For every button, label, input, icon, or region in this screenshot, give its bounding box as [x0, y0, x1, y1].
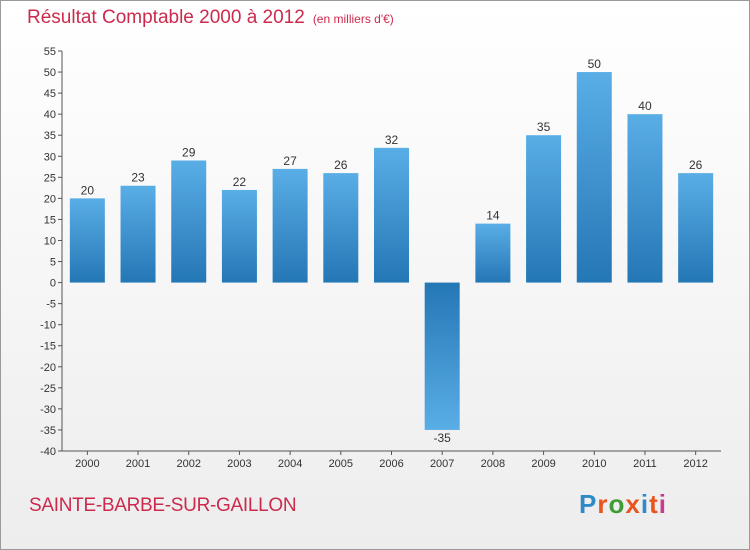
- x-tick-label-2012: 2012: [683, 458, 707, 470]
- bar-2005: [323, 173, 359, 283]
- data-label-2003: 22: [233, 175, 247, 189]
- data-label-2006: 32: [385, 133, 399, 147]
- bar-2011: [627, 114, 663, 283]
- y-tick-label: 45: [44, 88, 56, 100]
- data-label-2007: -35: [434, 431, 452, 445]
- y-tick-label: -5: [46, 299, 56, 311]
- x-tick-label-2005: 2005: [329, 458, 353, 470]
- x-tick-label-2008: 2008: [481, 458, 505, 470]
- data-label-2004: 27: [283, 154, 297, 168]
- bar-2008: [475, 223, 511, 283]
- y-tick-label: 15: [44, 214, 56, 226]
- y-tick-label: 40: [44, 109, 56, 121]
- logo-letter: i: [658, 489, 667, 519]
- bar-2002: [171, 160, 207, 283]
- logo-letter: t: [649, 489, 659, 519]
- x-tick-label-2000: 2000: [75, 458, 99, 470]
- proxiti-logo: Proxiti: [579, 489, 667, 520]
- y-tick-label: 20: [44, 193, 56, 205]
- y-tick-label: -35: [40, 425, 56, 437]
- logo-letter: i: [640, 489, 650, 519]
- x-tick-label-2007: 2007: [430, 458, 454, 470]
- y-tick-label: 10: [44, 235, 56, 247]
- y-tick-label: -40: [40, 446, 56, 458]
- data-label-2012: 26: [689, 158, 703, 172]
- commune-name: SAINTE-BARBE-SUR-GAILLON: [29, 495, 297, 516]
- y-tick-label: 0: [50, 278, 56, 290]
- x-tick-label-2001: 2001: [126, 458, 150, 470]
- bar-2004: [272, 168, 308, 283]
- data-label-2002: 29: [182, 145, 196, 159]
- y-tick-label: -15: [40, 341, 56, 353]
- y-tick-label: 30: [44, 151, 56, 163]
- y-tick-label: 25: [44, 172, 56, 184]
- y-tick-label: -30: [40, 404, 56, 416]
- bar-2006: [374, 147, 409, 283]
- bar-2009: [526, 135, 562, 283]
- x-tick-label-2002: 2002: [176, 458, 200, 470]
- y-tick-label: 5: [50, 257, 56, 269]
- logo-letter: o: [608, 489, 626, 519]
- y-tick-label: -20: [40, 362, 56, 374]
- y-tick-label: -25: [40, 383, 56, 395]
- x-tick-label-2004: 2004: [278, 458, 302, 470]
- bar-2000: [69, 198, 105, 283]
- bar-2012: [678, 173, 714, 283]
- x-tick-label-2009: 2009: [531, 458, 555, 470]
- logo-letter: x: [625, 489, 641, 519]
- bar-2003: [221, 189, 257, 283]
- bar-2001: [120, 185, 156, 283]
- y-tick-label: 50: [44, 67, 56, 79]
- data-label-2008: 14: [486, 209, 500, 223]
- y-tick-label: -10: [40, 320, 56, 332]
- data-label-2011: 40: [638, 99, 652, 113]
- chart-title: Résultat Comptable 2000 à 2012 (en millie…: [27, 7, 394, 29]
- x-tick-label-2006: 2006: [379, 458, 403, 470]
- chart-subtitle: (en milliers d'€): [312, 12, 394, 26]
- y-tick-label: 55: [44, 46, 56, 58]
- y-tick-label: 35: [44, 130, 56, 142]
- data-label-2001: 23: [131, 171, 145, 185]
- data-label-2010: 50: [588, 57, 602, 71]
- data-label-2005: 26: [334, 158, 348, 172]
- logo-letter: r: [597, 489, 609, 519]
- data-label-2009: 35: [537, 120, 551, 134]
- x-tick-label-2011: 2011: [633, 458, 657, 470]
- logo-letter: P: [579, 489, 598, 519]
- x-tick-label-2003: 2003: [227, 458, 251, 470]
- data-label-2000: 20: [81, 183, 95, 197]
- bar-2007: [424, 282, 460, 430]
- chart-title-text: Résultat Comptable 2000 à 2012: [27, 7, 305, 28]
- x-tick-label-2010: 2010: [582, 458, 606, 470]
- bar-2010: [576, 72, 612, 283]
